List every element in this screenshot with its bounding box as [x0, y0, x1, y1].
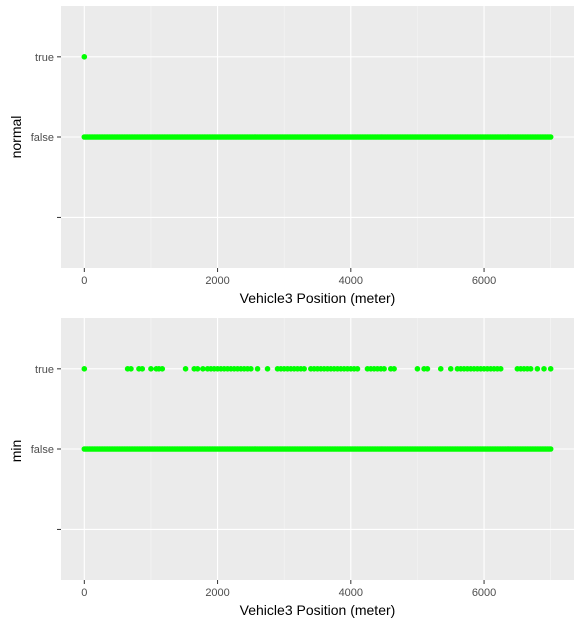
- x-tick-label: 0: [81, 275, 87, 287]
- x-tick-label: 2000: [205, 587, 229, 599]
- data-point-true: [414, 366, 421, 372]
- data-point-true: [182, 366, 189, 372]
- data-point-true: [534, 366, 541, 372]
- data-point-true: [139, 366, 146, 372]
- data-point-true: [301, 366, 307, 372]
- data-point-true: [159, 366, 166, 372]
- x-tick-label: 2000: [205, 275, 229, 287]
- data-point-true: [148, 366, 154, 372]
- chart-min: false true 0 2000 4000 6000 Vehicle3 Position …: [8, 318, 574, 618]
- x-axis-title: Vehicle3 Position (meter): [240, 290, 396, 306]
- x-tick-label: 4000: [339, 587, 363, 599]
- y-tick-label: true: [35, 52, 54, 64]
- x-tick-label: 4000: [339, 275, 363, 287]
- y-axis-title: min: [8, 440, 24, 463]
- data-point-true: [424, 366, 431, 372]
- data-point-true: [248, 366, 254, 372]
- x-tick-label: 0: [81, 587, 87, 599]
- data-point-false: [547, 134, 554, 140]
- y-axis-title: normal: [8, 116, 24, 159]
- data-point-true: [527, 366, 534, 372]
- data-point-true: [264, 366, 271, 372]
- data-point-true: [200, 366, 206, 372]
- data-point-true: [254, 366, 261, 372]
- data-point-true: [547, 366, 554, 372]
- data-point-true: [381, 366, 387, 372]
- data-point-true: [391, 366, 397, 372]
- chart-normal: false true 0 2000 4000 6000 Vehicle3 Position …: [8, 6, 574, 306]
- data-point-true: [437, 366, 444, 372]
- data-point-true: [128, 366, 134, 372]
- data-point-true: [497, 366, 504, 372]
- y-tick-label: false: [31, 132, 54, 144]
- data-point-true: [194, 366, 201, 372]
- x-axis-title: Vehicle3 Position (meter): [240, 602, 396, 618]
- data-point-true: [354, 366, 361, 372]
- data-point-true: [447, 366, 454, 372]
- data-point-false: [547, 446, 554, 452]
- data-point-true: [81, 54, 88, 60]
- y-tick-label: false: [31, 444, 54, 456]
- x-tick-label: 6000: [472, 587, 496, 599]
- y-tick-label: true: [35, 364, 54, 376]
- data-point-true: [81, 366, 88, 372]
- x-tick-label: 6000: [472, 275, 496, 287]
- data-point-true: [541, 366, 547, 372]
